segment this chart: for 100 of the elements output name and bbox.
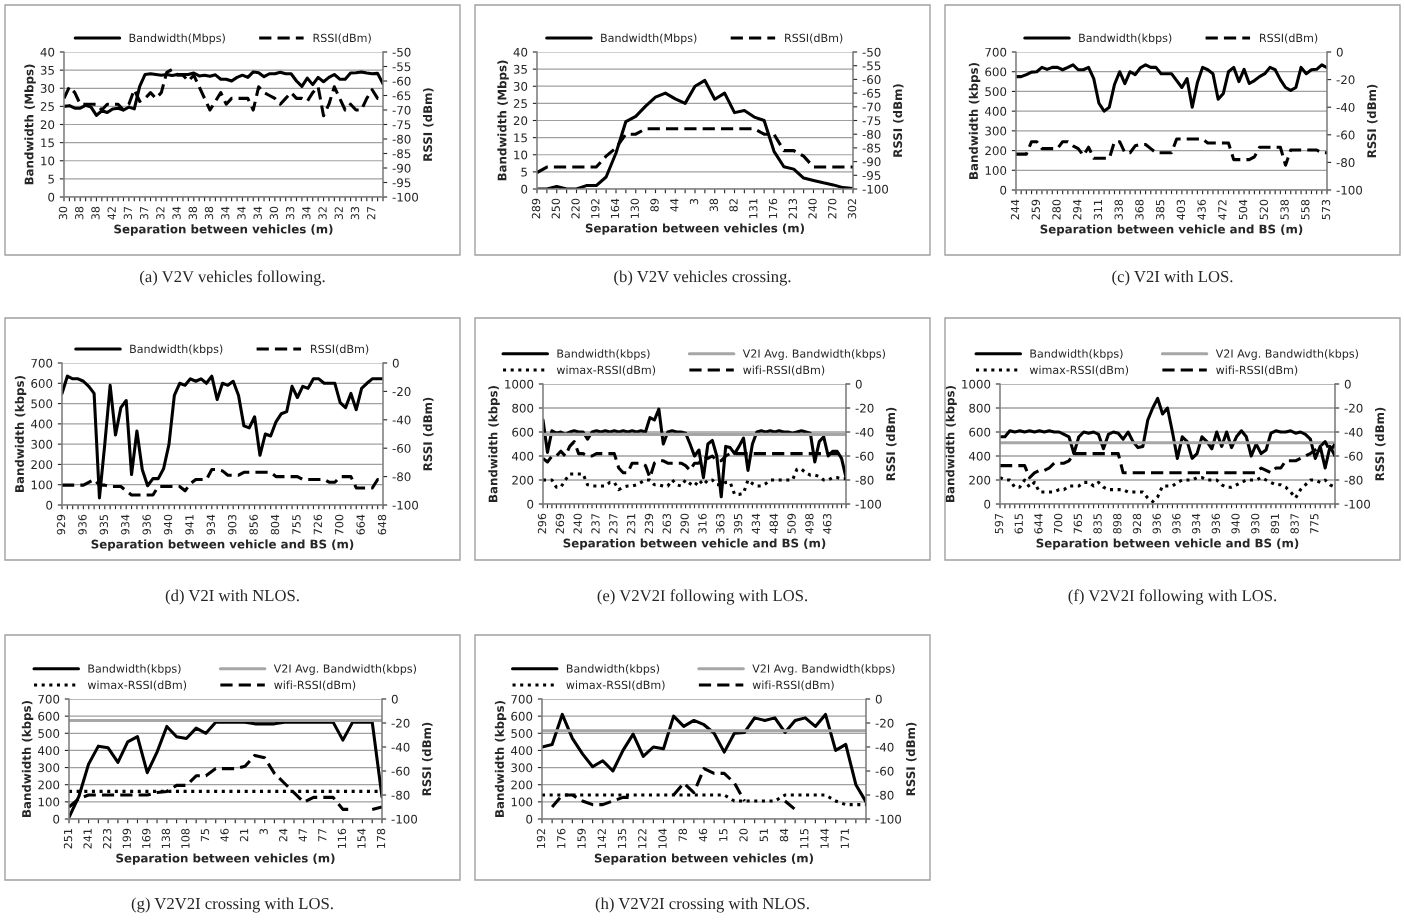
x-tick-label: 84 (779, 828, 789, 842)
y-tick-label: 15 (41, 138, 54, 148)
y2-tick-label: -55 (862, 61, 881, 71)
x-tick-label: 936 (142, 514, 151, 535)
y-tick-label: 600 (512, 427, 534, 437)
x-tick-label: 27 (367, 206, 376, 220)
y2-tick-label: -100 (392, 500, 419, 510)
legend-label: V2I Avg. Bandwidth(kbps) (1215, 349, 1359, 360)
x-tick-label: 75 (200, 829, 210, 842)
x-tick-label: 930 (1251, 513, 1260, 534)
y2-tick-label: -80 (1336, 158, 1355, 168)
x-tick-label: 903 (228, 514, 237, 535)
text: (e) V2V2I following with LOS. (597, 589, 808, 605)
legend-label: Bandwidth(kbps) (566, 664, 660, 675)
y-tick-label: 0 (521, 184, 528, 194)
y2-axis-title: RSSI (dBm) (421, 722, 433, 796)
x-tick-label: 116 (337, 828, 347, 849)
y2-tick-label: -100 (1344, 499, 1371, 509)
x-tick-label: 42 (107, 207, 116, 220)
text: (g) V2V2I crossing with LOS. (131, 897, 333, 913)
y-tick-label: 600 (38, 711, 60, 721)
x-tick-label: 3 (689, 198, 699, 205)
x-tick-label: 47 (298, 828, 307, 842)
x-tick-label: 169 (142, 828, 151, 849)
y-tick-label: 1000 (962, 379, 991, 389)
legend-label: Bandwidth(kbps) (88, 664, 181, 675)
x-tick-label: 37 (123, 206, 133, 220)
x-tick-label: 38 (75, 206, 84, 220)
y2-tick-label: -40 (875, 742, 894, 752)
x-tick-label: 37 (139, 206, 149, 220)
x-tick-label: 294 (1073, 199, 1082, 220)
y-tick-label: 1000 (505, 379, 534, 389)
x-tick-label: 240 (808, 198, 817, 219)
x-tick-label: 929 (56, 514, 66, 535)
y-tick-label: 500 (31, 399, 53, 409)
y2-tick-label: 0 (392, 358, 399, 368)
x-tick-label: 928 (1132, 513, 1142, 534)
x-tick-label: 837 (1290, 513, 1299, 534)
y2-tick-label: -80 (875, 790, 894, 800)
y2-tick-label: -95 (392, 178, 411, 188)
x-tick-label: 82 (729, 199, 738, 212)
y-tick-label: 600 (985, 67, 1007, 77)
y-tick-label: 35 (40, 65, 54, 75)
y-tick-label: 0 (53, 814, 60, 824)
x-tick-label: 130 (630, 198, 639, 219)
x-tick-label: 765 (1073, 514, 1083, 534)
x-tick-label: 15 (719, 829, 728, 841)
legend-label: Bandwidth(kbps) (130, 344, 223, 356)
legend-label: RSSI(dBm) (311, 344, 369, 355)
y2-tick-label: -80 (862, 129, 881, 139)
y-tick-label: 700 (511, 694, 533, 704)
x-tick-label: 311 (1093, 200, 1103, 220)
x-tick-label: 251 (63, 829, 73, 849)
x-tick-label: 192 (591, 199, 600, 219)
x-tick-label: 434 (751, 513, 761, 534)
y2-tick-label: -40 (391, 742, 410, 752)
y-axis-title: Bandwidth (kbps) (968, 63, 981, 179)
legend-label: V2I Avg. Bandwidth(kbps) (752, 664, 895, 675)
x-tick-label: 891 (1270, 514, 1280, 534)
x-tick-label: 250 (551, 198, 560, 219)
y2-tick-label: -70 (392, 105, 411, 115)
x-tick-label: 289 (531, 198, 541, 219)
x-tick-label: 33 (285, 206, 295, 220)
y-axis-title: Bandwidth (kbps) (945, 386, 957, 502)
x-tick-label: 472 (1218, 200, 1227, 220)
x-tick-label: 463 (823, 513, 832, 534)
x-tick-label: 44 (670, 198, 679, 212)
x-tick-label: 934 (206, 514, 216, 535)
x-tick-label: 615 (1014, 514, 1023, 534)
x-tick-label: 164 (610, 198, 620, 219)
x-tick-label: 34 (172, 206, 181, 220)
text: (a) V2V vehicles following. (140, 270, 325, 286)
x-tick-label: 403 (1176, 199, 1186, 220)
legend-label: Bandwidth(Mbps) (129, 33, 225, 45)
y-tick-label: 400 (512, 451, 534, 461)
y-tick-label: 100 (511, 797, 533, 807)
y2-tick-label: 0 (391, 694, 398, 704)
x-tick-label: 648 (377, 514, 387, 535)
x-tick-label: 199 (122, 828, 131, 849)
y2-tick-label: -75 (392, 120, 411, 130)
y2-tick-label: -60 (1344, 451, 1363, 461)
x-tick-label: 290 (680, 513, 689, 534)
x-axis-title: Separation between vehicle and BS (m) (1040, 224, 1303, 236)
x-tick-label: 936 (78, 514, 87, 535)
x-tick-label: 171 (840, 829, 849, 849)
x-tick-label: 498 (805, 513, 814, 534)
legend-label: V2I Avg. Bandwidth(kbps) (742, 349, 886, 360)
x-tick-label: 775 (1310, 514, 1319, 534)
y2-tick-label: -40 (1336, 102, 1355, 112)
y2-tick-label: -20 (875, 718, 894, 728)
y2-tick-label: -20 (1336, 75, 1355, 85)
x-tick-label: 244 (1010, 199, 1020, 220)
x-tick-label: 395 (733, 514, 743, 534)
x-tick-label: 302 (847, 199, 857, 219)
y-tick-label: 0 (48, 192, 55, 202)
y-tick-label: 200 (985, 146, 1007, 156)
x-tick-label: 131 (749, 199, 758, 219)
y-tick-label: 0 (984, 499, 991, 509)
y-axis-title: Bandwidth (kbps) (14, 376, 27, 492)
x-tick-label: 664 (356, 514, 365, 535)
